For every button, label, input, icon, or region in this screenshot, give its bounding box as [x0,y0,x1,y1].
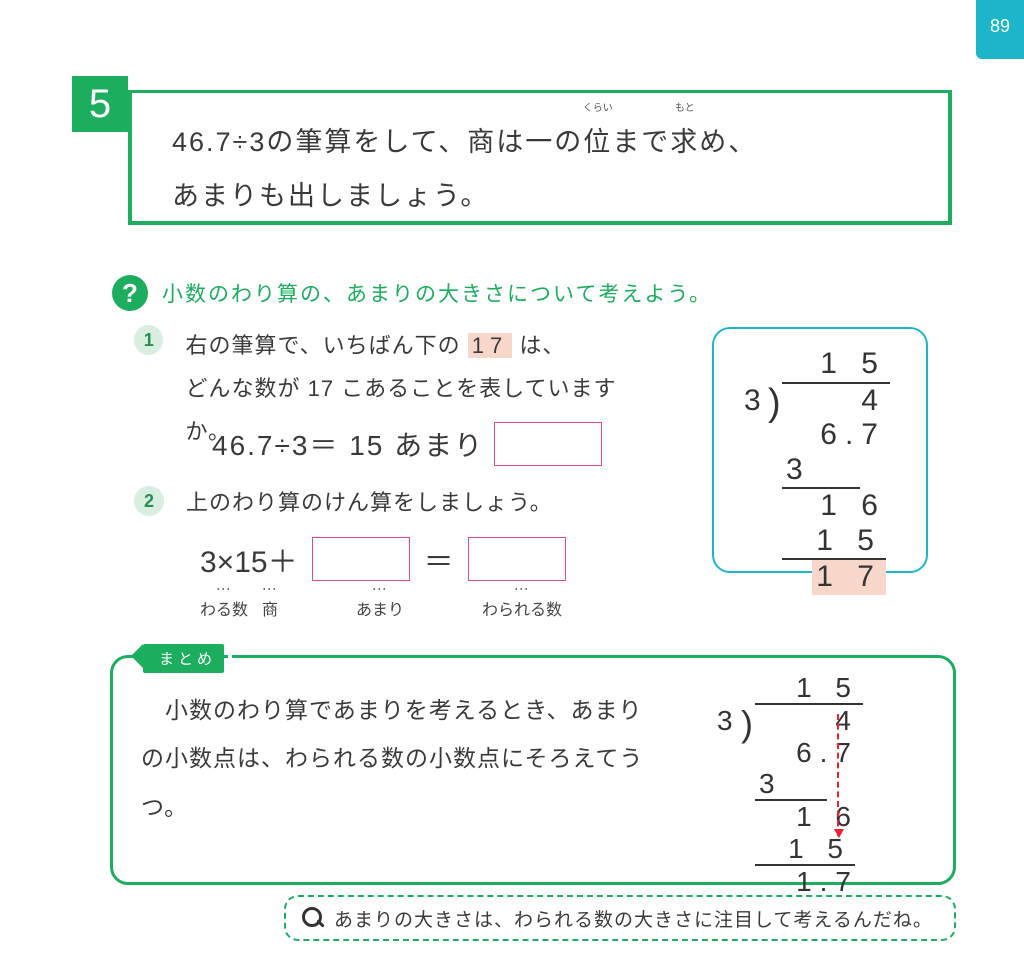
label-quotient: 商 [262,596,278,620]
ld-sub1: 3 [782,453,860,490]
ruby-motome: もと求 [670,115,699,169]
step-2-text: 上のわり算のけん算をしましょう。 [186,485,553,517]
page-number-tab: 89 [976,0,1024,59]
problem-line2: あまりも出しましょう。 [172,181,489,211]
ld-quotient: 1 5 [782,347,890,384]
dots-icon: ⋮ [514,582,530,592]
long-division-summary: 1 5 3 ) 4 6.7 3 1 6 1 5 1.7 [723,672,863,898]
ld-sub2: 1 5 [782,524,886,561]
green-prompt-text: 小数のわり算の、あまりの大きさについて考えよう。 [162,278,712,308]
step-2-circle: 2 [134,486,164,516]
step-1-equation: 46.7÷3＝ 15 あまり [212,422,602,466]
answer-blank-verify-1[interactable] [312,537,410,581]
problem-line1-pre: 46.7÷3の筆算をして、商は一の [172,127,583,157]
answer-blank-remainder[interactable] [494,422,602,466]
hint-box: あまりの大きさは、わられる数の大きさに注目して考えるんだね。 [284,895,956,941]
ld-remainder-highlight: 1 7 [812,560,886,595]
label-remainder: あまり [356,596,404,620]
label-divisor: わる数 [200,596,248,620]
question-icon: ? [112,275,148,311]
long-division-box: 1 5 3 ) 4 6.7 3 1 6 1 5 1 7 [712,327,928,573]
long-division: 1 5 3 ) 4 6.7 3 1 6 1 5 1 7 [750,347,890,595]
problem-frame: 46.7÷3の筆算をして、商は一のくらい位までもと求め、 あまりも出しましょう。 [128,90,952,225]
summary-tag: まとめ [143,644,224,673]
ld2-sub1: 3 [755,768,827,801]
dots-icon: ⋮ [262,582,278,592]
highlight-17: 17 [468,333,512,358]
section-number-box: 5 [72,76,128,132]
ruby-kurai: くらい位 [583,115,612,169]
section-number: 5 [89,82,111,127]
dots-icon: ⋮ [216,582,232,592]
ld2-quotient: 1 5 [755,672,863,705]
hint-text: あまりの大きさは、わられる数の大きさに注目して考えるんだね。 [334,905,933,932]
ld-remainder-row: 1 7 [750,560,890,595]
magnifier-icon [302,907,324,929]
page-number: 89 [990,16,1010,36]
step-1-circle: 1 [134,325,163,355]
ld-divisor: 3 [744,384,769,418]
dots-icon: ⋮ [372,582,388,592]
verification-row: 3×15＋ ＝ [200,537,566,581]
ld2-remainder: 1.7 [723,866,863,897]
step-2: 2 上のわり算のけん算をしましょう。 [134,485,684,517]
ld-r1: 1 6 [750,489,890,524]
ld-bracket-icon: ) [768,382,789,425]
verify-eq: ＝ [424,537,454,581]
label-dividend: わられる数 [482,596,562,620]
summary-box: まとめ 小数のわり算であまりを考えるとき、あまりの小数点は、わられる数の小数点に… [110,655,956,885]
verify-lhs: 3×15＋ [200,537,298,581]
ld2-bracket-icon: ) [741,703,761,745]
summary-text: 小数のわり算であまりを考えるとき、あまりの小数点は、わられる数の小数点にそろえて… [141,686,651,831]
ld2-divisor: 3 [717,705,741,737]
answer-blank-verify-2[interactable] [468,537,566,581]
green-prompt-row: ? 小数のわり算の、あまりの大きさについて考えよう。 [112,275,712,311]
red-arrow-icon [837,714,839,836]
